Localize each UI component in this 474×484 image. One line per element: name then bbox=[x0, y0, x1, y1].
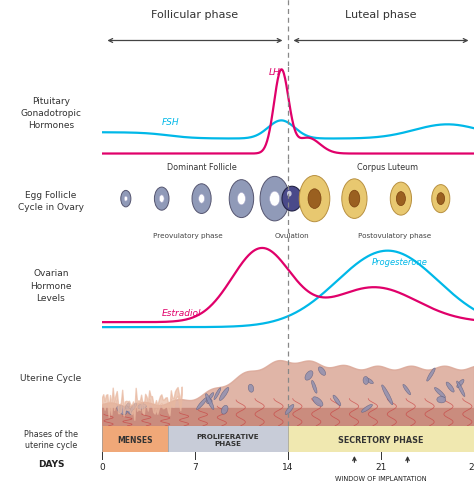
Text: WINDOW OF IMPLANTATION: WINDOW OF IMPLANTATION bbox=[335, 475, 427, 481]
Text: 28: 28 bbox=[468, 462, 474, 471]
Text: 0: 0 bbox=[99, 462, 105, 471]
Ellipse shape bbox=[126, 406, 131, 415]
Text: DAYS: DAYS bbox=[38, 459, 64, 468]
Text: Phases of the
uterine cycle: Phases of the uterine cycle bbox=[24, 429, 78, 450]
Ellipse shape bbox=[313, 397, 323, 407]
Text: Follicular phase: Follicular phase bbox=[151, 10, 238, 20]
Ellipse shape bbox=[349, 191, 360, 208]
Text: Ovulation: Ovulation bbox=[274, 233, 309, 239]
Ellipse shape bbox=[197, 397, 207, 410]
Ellipse shape bbox=[308, 189, 321, 209]
Ellipse shape bbox=[403, 385, 410, 395]
Ellipse shape bbox=[457, 379, 464, 388]
Text: Luteal phase: Luteal phase bbox=[345, 10, 417, 20]
Ellipse shape bbox=[333, 395, 341, 406]
Ellipse shape bbox=[214, 388, 221, 400]
Text: MENSES: MENSES bbox=[118, 435, 153, 444]
Ellipse shape bbox=[299, 176, 330, 222]
Ellipse shape bbox=[199, 195, 204, 204]
Ellipse shape bbox=[192, 184, 211, 214]
Text: Pituitary
Gonadotropic
Hormones: Pituitary Gonadotropic Hormones bbox=[20, 97, 82, 130]
Ellipse shape bbox=[435, 388, 446, 398]
Ellipse shape bbox=[285, 405, 294, 415]
Ellipse shape bbox=[311, 380, 317, 393]
Ellipse shape bbox=[446, 382, 454, 393]
Ellipse shape bbox=[121, 191, 131, 208]
Ellipse shape bbox=[305, 371, 313, 380]
Text: FSH: FSH bbox=[162, 118, 179, 127]
Ellipse shape bbox=[260, 177, 289, 222]
Ellipse shape bbox=[390, 183, 411, 216]
Ellipse shape bbox=[138, 404, 146, 409]
Ellipse shape bbox=[117, 406, 127, 415]
Ellipse shape bbox=[219, 388, 229, 401]
Ellipse shape bbox=[206, 394, 214, 409]
Ellipse shape bbox=[362, 405, 373, 412]
Ellipse shape bbox=[155, 188, 169, 211]
Bar bbox=[168, 426, 288, 453]
Text: Dominant Follicle: Dominant Follicle bbox=[167, 163, 237, 172]
Text: PROLIFERATIVE
PHASE: PROLIFERATIVE PHASE bbox=[197, 433, 259, 446]
Ellipse shape bbox=[221, 406, 228, 414]
Ellipse shape bbox=[437, 193, 445, 205]
Text: Uterine Cycle: Uterine Cycle bbox=[20, 373, 82, 382]
Text: SECRETORY PHASE: SECRETORY PHASE bbox=[338, 435, 424, 444]
Ellipse shape bbox=[432, 185, 450, 213]
Ellipse shape bbox=[287, 191, 292, 197]
Text: Progesterone: Progesterone bbox=[372, 257, 428, 266]
Ellipse shape bbox=[124, 403, 130, 412]
Ellipse shape bbox=[237, 193, 246, 205]
Bar bbox=[102, 426, 168, 453]
Ellipse shape bbox=[365, 378, 374, 384]
Text: Estradiol: Estradiol bbox=[162, 309, 201, 318]
Ellipse shape bbox=[363, 377, 369, 385]
Ellipse shape bbox=[437, 396, 446, 403]
Text: 7: 7 bbox=[192, 462, 198, 471]
Text: LH: LH bbox=[269, 68, 281, 76]
Text: Corpus Luteum: Corpus Luteum bbox=[357, 163, 418, 172]
Text: Postovulatory phase: Postovulatory phase bbox=[358, 233, 431, 239]
Ellipse shape bbox=[319, 367, 326, 376]
Text: Egg Follicle
Cycle in Ovary: Egg Follicle Cycle in Ovary bbox=[18, 190, 84, 212]
Text: 14: 14 bbox=[283, 462, 293, 471]
Ellipse shape bbox=[342, 180, 367, 219]
Ellipse shape bbox=[248, 384, 254, 393]
Ellipse shape bbox=[124, 197, 128, 202]
Bar bbox=[288, 426, 474, 453]
Text: Ovarian
Hormone
Levels: Ovarian Hormone Levels bbox=[30, 269, 72, 302]
Ellipse shape bbox=[396, 192, 405, 206]
Ellipse shape bbox=[282, 187, 302, 212]
Ellipse shape bbox=[229, 181, 254, 218]
Ellipse shape bbox=[456, 381, 465, 397]
Ellipse shape bbox=[382, 385, 393, 405]
Ellipse shape bbox=[208, 393, 214, 400]
Ellipse shape bbox=[159, 196, 164, 203]
Ellipse shape bbox=[427, 368, 435, 381]
Ellipse shape bbox=[206, 399, 212, 404]
Text: 21: 21 bbox=[375, 462, 387, 471]
Text: Preovulatory phase: Preovulatory phase bbox=[154, 233, 223, 239]
Ellipse shape bbox=[270, 192, 280, 207]
Ellipse shape bbox=[129, 403, 137, 413]
